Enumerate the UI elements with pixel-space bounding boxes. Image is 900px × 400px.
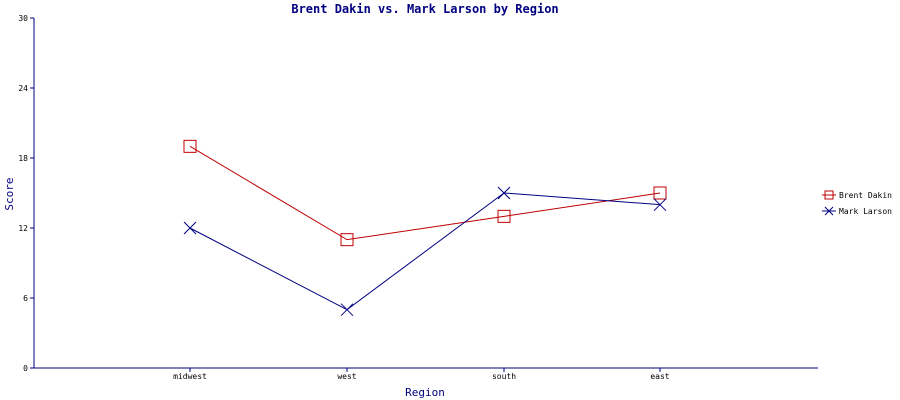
y-tick-label: 30 — [18, 14, 28, 23]
y-tick-label: 0 — [23, 364, 28, 373]
x-axis-title: Region — [405, 386, 445, 399]
data-point-series-1 — [340, 233, 354, 247]
x-tick-label: south — [492, 372, 516, 381]
y-tick-label: 12 — [18, 224, 28, 233]
y-tick-label: 24 — [18, 84, 28, 93]
legend-label-1: Brent Dakin — [839, 191, 892, 200]
series-line-2 — [189, 192, 661, 311]
legend-marker-2 — [824, 206, 834, 216]
y-tick-label: 18 — [18, 154, 28, 163]
data-point-series-2 — [653, 198, 667, 212]
data-point-series-2 — [183, 221, 197, 235]
legend-marker-1 — [824, 190, 834, 200]
x-tick-label: midwest — [173, 372, 207, 381]
data-point-series-2 — [497, 186, 511, 200]
x-tick-label: east — [650, 372, 669, 381]
data-point-series-2 — [340, 303, 354, 317]
chart-title: Brent Dakin vs. Mark Larson by Region — [291, 2, 558, 16]
data-point-series-1 — [497, 209, 511, 223]
data-point-series-1 — [183, 139, 197, 153]
legend-label-2: Mark Larson — [839, 207, 892, 216]
x-tick-label: west — [337, 372, 356, 381]
data-point-series-1 — [653, 186, 667, 200]
y-tick-label: 6 — [23, 294, 28, 303]
y-axis-title: Score — [3, 177, 16, 210]
series-line-1 — [189, 145, 661, 241]
